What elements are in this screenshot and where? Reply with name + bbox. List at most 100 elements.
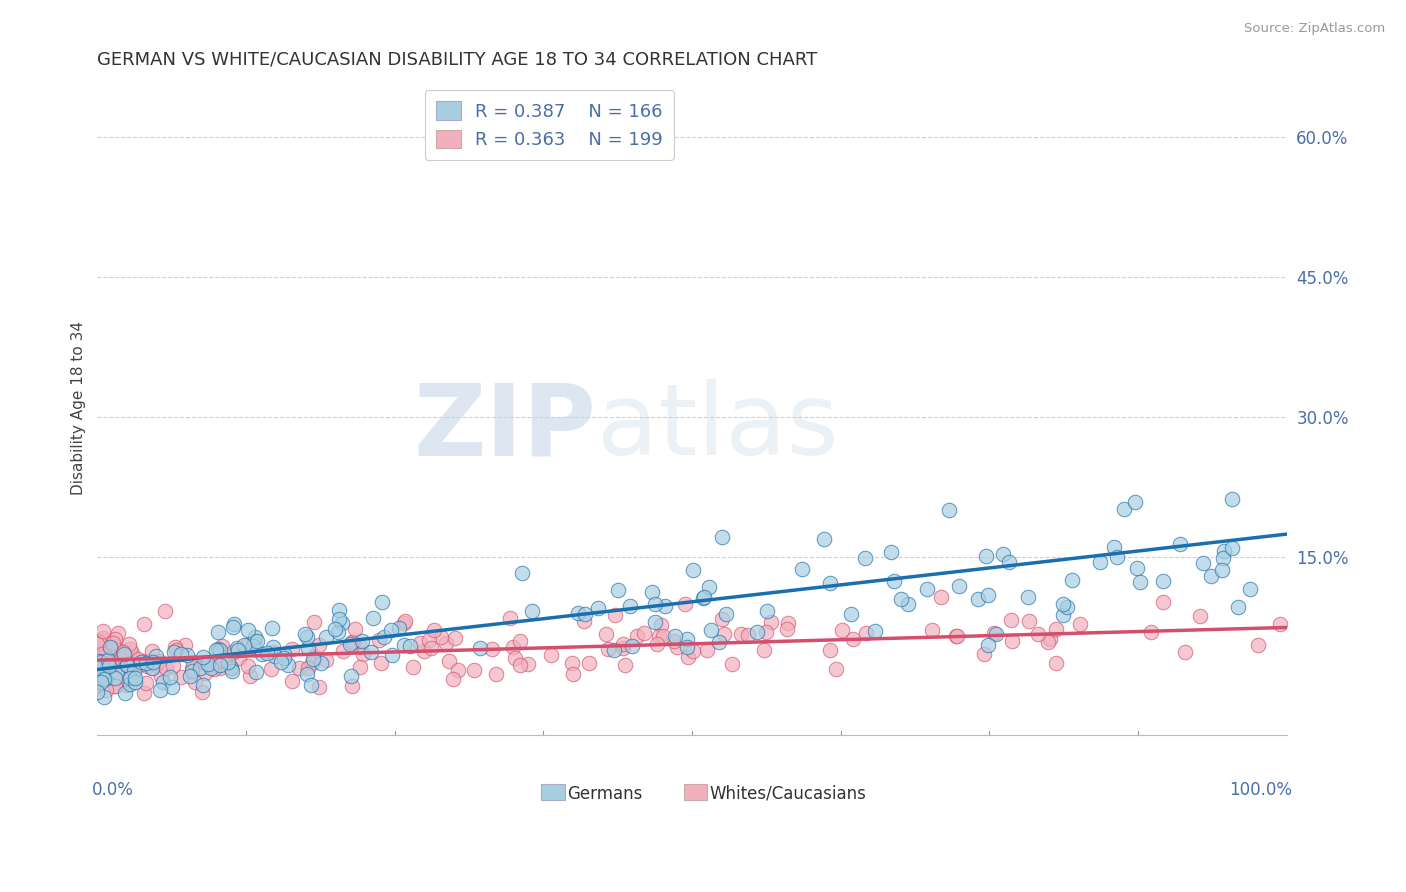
Point bbox=[311, 656, 333, 670]
Point bbox=[194, 655, 217, 669]
Point bbox=[246, 633, 269, 648]
Point bbox=[163, 645, 186, 659]
Point bbox=[163, 640, 186, 655]
Point bbox=[399, 640, 422, 654]
Point bbox=[619, 599, 641, 613]
Point bbox=[1062, 573, 1084, 587]
Point bbox=[578, 656, 600, 670]
Point bbox=[855, 625, 877, 640]
Point bbox=[1112, 502, 1135, 516]
Point bbox=[621, 640, 644, 654]
Point bbox=[915, 582, 938, 596]
Point bbox=[302, 649, 325, 664]
Point bbox=[468, 641, 491, 656]
Point bbox=[392, 616, 415, 631]
Point bbox=[720, 657, 742, 672]
Point bbox=[243, 634, 266, 648]
Point bbox=[160, 680, 183, 694]
Point bbox=[977, 638, 1000, 652]
Point bbox=[562, 667, 585, 681]
Point bbox=[97, 657, 120, 672]
Point bbox=[302, 615, 325, 629]
Point bbox=[388, 621, 411, 635]
Point bbox=[983, 625, 1005, 640]
Point bbox=[104, 679, 127, 693]
Point bbox=[997, 555, 1019, 569]
Point bbox=[90, 656, 112, 670]
Point bbox=[605, 608, 627, 623]
Point bbox=[104, 679, 127, 693]
Point bbox=[124, 671, 146, 685]
Point bbox=[853, 550, 876, 565]
Point bbox=[239, 669, 262, 683]
Point bbox=[664, 629, 686, 643]
Text: Source: ZipAtlas.com: Source: ZipAtlas.com bbox=[1244, 22, 1385, 36]
Point bbox=[191, 650, 214, 665]
Point bbox=[141, 660, 163, 674]
Point bbox=[1017, 590, 1039, 604]
Point bbox=[180, 661, 202, 675]
Point bbox=[93, 663, 115, 677]
Point bbox=[280, 642, 302, 657]
Point bbox=[1220, 541, 1243, 556]
Point bbox=[90, 674, 112, 689]
Point bbox=[100, 657, 122, 672]
Point bbox=[86, 648, 108, 663]
Point bbox=[87, 656, 110, 670]
Point bbox=[174, 638, 197, 652]
Point bbox=[439, 654, 461, 668]
Text: atlas: atlas bbox=[596, 379, 838, 476]
Point bbox=[86, 654, 108, 668]
Point bbox=[682, 643, 704, 657]
Point bbox=[675, 640, 697, 655]
Point bbox=[644, 597, 666, 611]
Point bbox=[115, 658, 138, 673]
Point bbox=[273, 651, 295, 665]
Point bbox=[127, 652, 149, 666]
Point bbox=[349, 660, 371, 674]
Point bbox=[373, 630, 395, 644]
Point bbox=[180, 664, 202, 678]
Point bbox=[1211, 563, 1233, 577]
FancyBboxPatch shape bbox=[683, 784, 707, 800]
Point bbox=[295, 666, 318, 681]
Point bbox=[413, 644, 436, 658]
Point bbox=[97, 659, 120, 673]
Point bbox=[135, 676, 157, 690]
Point bbox=[153, 604, 176, 618]
Point bbox=[86, 637, 108, 651]
Point bbox=[343, 622, 366, 636]
Y-axis label: Disability Age 18 to 34: Disability Age 18 to 34 bbox=[72, 321, 86, 495]
Point bbox=[340, 635, 363, 649]
Point bbox=[134, 617, 156, 632]
Point bbox=[129, 657, 152, 672]
Point bbox=[107, 625, 129, 640]
Point bbox=[176, 648, 198, 663]
Point bbox=[326, 625, 349, 640]
Point bbox=[813, 532, 835, 546]
Point bbox=[250, 647, 273, 661]
Point bbox=[86, 637, 108, 651]
Point bbox=[776, 616, 799, 631]
Point bbox=[136, 658, 159, 673]
Point bbox=[652, 629, 675, 643]
Point bbox=[87, 660, 110, 674]
Point bbox=[509, 633, 531, 648]
Point bbox=[89, 667, 111, 681]
Text: 0.0%: 0.0% bbox=[91, 780, 134, 798]
Point bbox=[1105, 549, 1128, 564]
Legend: R = 0.387    N = 166, R = 0.363    N = 199: R = 0.387 N = 166, R = 0.363 N = 199 bbox=[425, 90, 673, 160]
Point bbox=[89, 654, 111, 668]
Point bbox=[245, 630, 267, 644]
Point bbox=[890, 591, 912, 606]
Point bbox=[370, 657, 392, 671]
Point bbox=[1174, 645, 1197, 659]
Point bbox=[676, 650, 699, 665]
Point bbox=[141, 644, 163, 658]
Point bbox=[91, 648, 114, 663]
Point bbox=[418, 633, 440, 648]
Point bbox=[1052, 597, 1074, 611]
Point bbox=[112, 647, 135, 661]
Point bbox=[132, 654, 155, 668]
Point bbox=[200, 661, 222, 675]
